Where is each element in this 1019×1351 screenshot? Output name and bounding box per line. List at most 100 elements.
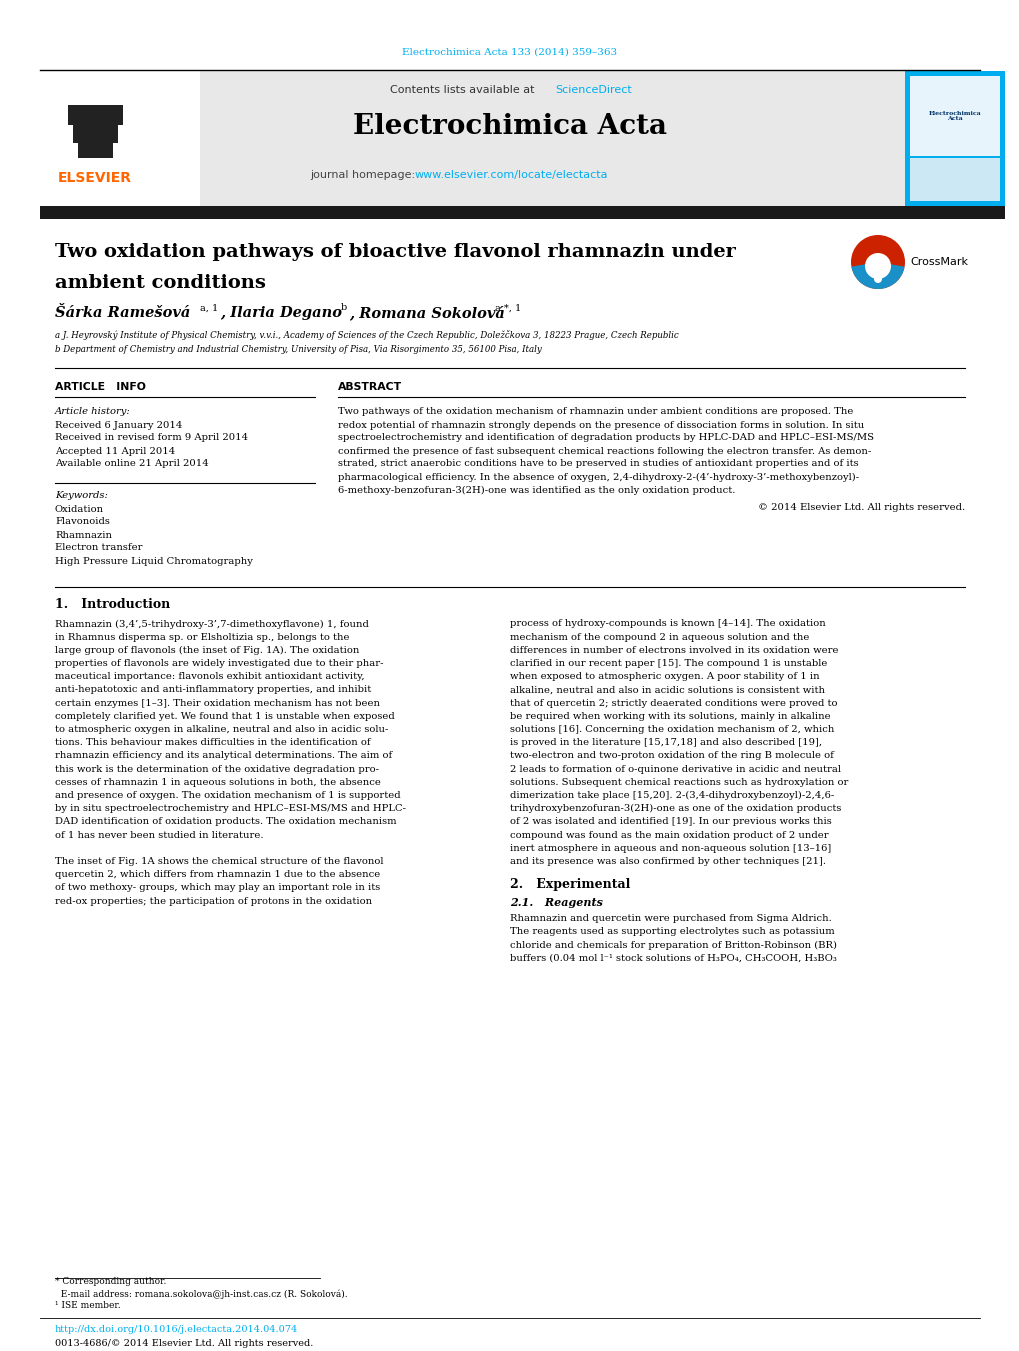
Wedge shape — [851, 262, 904, 289]
Circle shape — [850, 235, 904, 289]
Text: differences in number of electrons involved in its oxidation were: differences in number of electrons invol… — [510, 646, 838, 655]
Text: that of quercetin 2; strictly deaerated conditions were proved to: that of quercetin 2; strictly deaerated … — [510, 698, 837, 708]
Text: to atmospheric oxygen in alkaline, neutral and also in acidic solu-: to atmospheric oxygen in alkaline, neutr… — [55, 725, 388, 734]
Text: ScienceDirect: ScienceDirect — [554, 85, 631, 95]
Text: Oxidation: Oxidation — [55, 504, 104, 513]
Text: buffers (0.04 mol l⁻¹ stock solutions of H₃PO₄, CH₃COOH, H₃BO₃: buffers (0.04 mol l⁻¹ stock solutions of… — [510, 954, 836, 963]
Text: Rhamnazin and quercetin were purchased from Sigma Aldrich.: Rhamnazin and quercetin were purchased f… — [510, 915, 830, 923]
Text: certain enzymes [1–3]. Their oxidation mechanism has not been: certain enzymes [1–3]. Their oxidation m… — [55, 698, 380, 708]
Text: 0013-4686/© 2014 Elsevier Ltd. All rights reserved.: 0013-4686/© 2014 Elsevier Ltd. All right… — [55, 1339, 313, 1347]
Text: solutions [16]. Concerning the oxidation mechanism of 2, which: solutions [16]. Concerning the oxidation… — [510, 725, 834, 734]
Text: mechanism of the compound 2 in aqueous solution and the: mechanism of the compound 2 in aqueous s… — [510, 632, 809, 642]
Text: Keywords:: Keywords: — [55, 492, 108, 500]
Text: redox potential of rhamnazin strongly depends on the presence of dissociation fo: redox potential of rhamnazin strongly de… — [337, 420, 863, 430]
Text: large group of flavonols (the inset of Fig. 1A). The oxidation: large group of flavonols (the inset of F… — [55, 646, 359, 655]
Text: pharmacological efficiency. In the absence of oxygen, 2,4-dihydroxy-2-(4’-hydrox: pharmacological efficiency. In the absen… — [337, 473, 858, 481]
Bar — [68, 105, 123, 126]
Text: Electrochimica Acta 133 (2014) 359–363: Electrochimica Acta 133 (2014) 359–363 — [403, 47, 616, 57]
Text: www.elsevier.com/locate/electacta: www.elsevier.com/locate/electacta — [415, 170, 608, 180]
Bar — [91, 126, 99, 150]
Text: dimerization take place [15,20]. 2-(3,4-dihydroxybenzoyl)-2,4,6-: dimerization take place [15,20]. 2-(3,4-… — [510, 792, 834, 800]
Text: process of hydroxy-compounds is known [4–14]. The oxidation: process of hydroxy-compounds is known [4… — [510, 620, 825, 628]
Text: CrossMark: CrossMark — [909, 257, 967, 267]
Text: compound was found as the main oxidation product of 2 under: compound was found as the main oxidation… — [510, 831, 827, 840]
Text: chloride and chemicals for preparation of Britton-Robinson (BR): chloride and chemicals for preparation o… — [510, 940, 837, 950]
Bar — [909, 76, 999, 155]
Bar — [904, 72, 1004, 205]
Text: solutions. Subsequent chemical reactions such as hydroxylation or: solutions. Subsequent chemical reactions… — [510, 778, 848, 786]
Text: Electron transfer: Electron transfer — [55, 543, 143, 553]
Text: maceutical importance: flavonols exhibit antioxidant activity,: maceutical importance: flavonols exhibit… — [55, 673, 364, 681]
Text: Article history:: Article history: — [55, 408, 130, 416]
Bar — [909, 158, 999, 201]
Text: tions. This behaviour makes difficulties in the identification of: tions. This behaviour makes difficulties… — [55, 738, 370, 747]
Text: The reagents used as supporting electrolytes such as potassium: The reagents used as supporting electrol… — [510, 928, 834, 936]
Text: rhamnazin efficiency and its analytical determinations. The aim of: rhamnazin efficiency and its analytical … — [55, 751, 392, 761]
Text: ARTICLE   INFO: ARTICLE INFO — [55, 382, 146, 392]
Text: ELSEVIER: ELSEVIER — [58, 172, 131, 185]
Text: cesses of rhamnazin 1 in aqueous solutions in both, the absence: cesses of rhamnazin 1 in aqueous solutio… — [55, 778, 380, 786]
Text: Accepted 11 April 2014: Accepted 11 April 2014 — [55, 446, 175, 455]
Text: of 1 has never been studied in literature.: of 1 has never been studied in literatur… — [55, 831, 263, 840]
Text: 6-methoxy-benzofuran-3(2H)-one was identified as the only oxidation product.: 6-methoxy-benzofuran-3(2H)-one was ident… — [337, 485, 735, 494]
Text: Two oxidation pathways of bioactive flavonol rhamnazin under: Two oxidation pathways of bioactive flav… — [55, 243, 735, 261]
Text: b Department of Chemistry and Industrial Chemistry, University of Pisa, Via Riso: b Department of Chemistry and Industrial… — [55, 346, 541, 354]
Text: of two methoxy- groups, which may play an important role in its: of two methoxy- groups, which may play a… — [55, 884, 380, 893]
Text: Electrochimica
Acta: Electrochimica Acta — [927, 111, 980, 122]
Text: when exposed to atmospheric oxygen. A poor stability of 1 in: when exposed to atmospheric oxygen. A po… — [510, 673, 819, 681]
Text: anti-hepatotoxic and anti-inflammatory properties, and inhibit: anti-hepatotoxic and anti-inflammatory p… — [55, 685, 371, 694]
Text: this work is the determination of the oxidative degradation pro-: this work is the determination of the ox… — [55, 765, 379, 774]
Text: be required when working with its solutions, mainly in alkaline: be required when working with its soluti… — [510, 712, 829, 721]
Text: completely clarified yet. We found that 1 is unstable when exposed: completely clarified yet. We found that … — [55, 712, 394, 721]
Text: properties of flavonols are widely investigated due to their phar-: properties of flavonols are widely inves… — [55, 659, 383, 669]
Text: Electrochimica Acta: Electrochimica Acta — [353, 113, 666, 141]
Text: spectroelectrochemistry and identification of degradation products by HPLC-DAD a: spectroelectrochemistry and identificati… — [337, 434, 873, 443]
Text: ambient conditions: ambient conditions — [55, 274, 266, 292]
Bar — [77, 141, 113, 158]
Text: 2.   Experimental: 2. Experimental — [510, 878, 630, 892]
Text: quercetin 2, which differs from rhamnazin 1 due to the absence: quercetin 2, which differs from rhamnazi… — [55, 870, 380, 880]
Bar — [40, 72, 200, 205]
Text: , Ilaria Degano: , Ilaria Degano — [220, 305, 341, 320]
Bar — [40, 72, 904, 205]
Text: 1.   Introduction: 1. Introduction — [55, 597, 170, 611]
Bar — [40, 205, 1004, 219]
Text: alkaline, neutral and also in acidic solutions is consistent with: alkaline, neutral and also in acidic sol… — [510, 685, 824, 694]
Text: 2 leads to formation of o-quinone derivative in acidic and neutral: 2 leads to formation of o-quinone deriva… — [510, 765, 841, 774]
Text: b: b — [340, 304, 346, 312]
Circle shape — [864, 253, 891, 280]
Text: Flavonoids: Flavonoids — [55, 517, 110, 527]
Text: 2.1.   Reagents: 2.1. Reagents — [510, 897, 602, 908]
Text: , Romana Sokolová: , Romana Sokolová — [348, 305, 504, 320]
Text: Received in revised form 9 April 2014: Received in revised form 9 April 2014 — [55, 434, 248, 443]
Text: * Corresponding author.: * Corresponding author. — [55, 1278, 166, 1286]
Text: Rhamnazin (3,4’,5-trihydroxy-3’,7-dimethoxyflavone) 1, found: Rhamnazin (3,4’,5-trihydroxy-3’,7-dimeth… — [55, 620, 369, 628]
Text: in Rhamnus disperma sp. or Elsholtizia sp., belongs to the: in Rhamnus disperma sp. or Elsholtizia s… — [55, 632, 350, 642]
Text: ABSTRACT: ABSTRACT — [337, 382, 401, 392]
Text: The inset of Fig. 1A shows the chemical structure of the flavonol: The inset of Fig. 1A shows the chemical … — [55, 857, 383, 866]
Text: confirmed the presence of fast subsequent chemical reactions following the elect: confirmed the presence of fast subsequen… — [337, 446, 870, 455]
Text: and its presence was also confirmed by other techniques [21].: and its presence was also confirmed by o… — [510, 857, 825, 866]
Text: red-ox properties; the participation of protons in the oxidation: red-ox properties; the participation of … — [55, 897, 372, 905]
Text: by in situ spectroelectrochemistry and HPLC–ESI-MS/MS and HPLC-: by in situ spectroelectrochemistry and H… — [55, 804, 406, 813]
Text: Šárka Ramešová: Šárka Ramešová — [55, 305, 191, 320]
Text: two-electron and two-proton oxidation of the ring B molecule of: two-electron and two-proton oxidation of… — [510, 751, 834, 761]
Text: Contents lists available at: Contents lists available at — [389, 85, 537, 95]
Text: journal homepage:: journal homepage: — [310, 170, 418, 180]
Text: a J. Heyrovský Institute of Physical Chemistry, v.v.i., Academy of Sciences of t: a J. Heyrovský Institute of Physical Che… — [55, 330, 678, 340]
Text: a,*, 1: a,*, 1 — [494, 304, 521, 312]
Text: a, 1: a, 1 — [200, 304, 218, 312]
Circle shape — [873, 276, 881, 282]
Text: clarified in our recent paper [15]. The compound 1 is unstable: clarified in our recent paper [15]. The … — [510, 659, 826, 669]
Text: http://dx.doi.org/10.1016/j.electacta.2014.04.074: http://dx.doi.org/10.1016/j.electacta.20… — [55, 1325, 298, 1335]
Text: is proved in the literature [15,17,18] and also described [19],: is proved in the literature [15,17,18] a… — [510, 738, 821, 747]
Text: Received 6 January 2014: Received 6 January 2014 — [55, 420, 182, 430]
Text: and presence of oxygen. The oxidation mechanism of 1 is supported: and presence of oxygen. The oxidation me… — [55, 792, 400, 800]
Text: High Pressure Liquid Chromatography: High Pressure Liquid Chromatography — [55, 557, 253, 566]
Text: of 2 was isolated and identified [19]. In our previous works this: of 2 was isolated and identified [19]. I… — [510, 817, 830, 827]
Text: © 2014 Elsevier Ltd. All rights reserved.: © 2014 Elsevier Ltd. All rights reserved… — [757, 503, 964, 512]
Text: inert atmosphere in aqueous and non-aqueous solution [13–16]: inert atmosphere in aqueous and non-aque… — [510, 844, 830, 852]
Text: Available online 21 April 2014: Available online 21 April 2014 — [55, 459, 209, 469]
Text: Rhamnazin: Rhamnazin — [55, 531, 112, 539]
Text: trihydroxybenzofuran-3(2H)-one as one of the oxidation products: trihydroxybenzofuran-3(2H)-one as one of… — [510, 804, 841, 813]
